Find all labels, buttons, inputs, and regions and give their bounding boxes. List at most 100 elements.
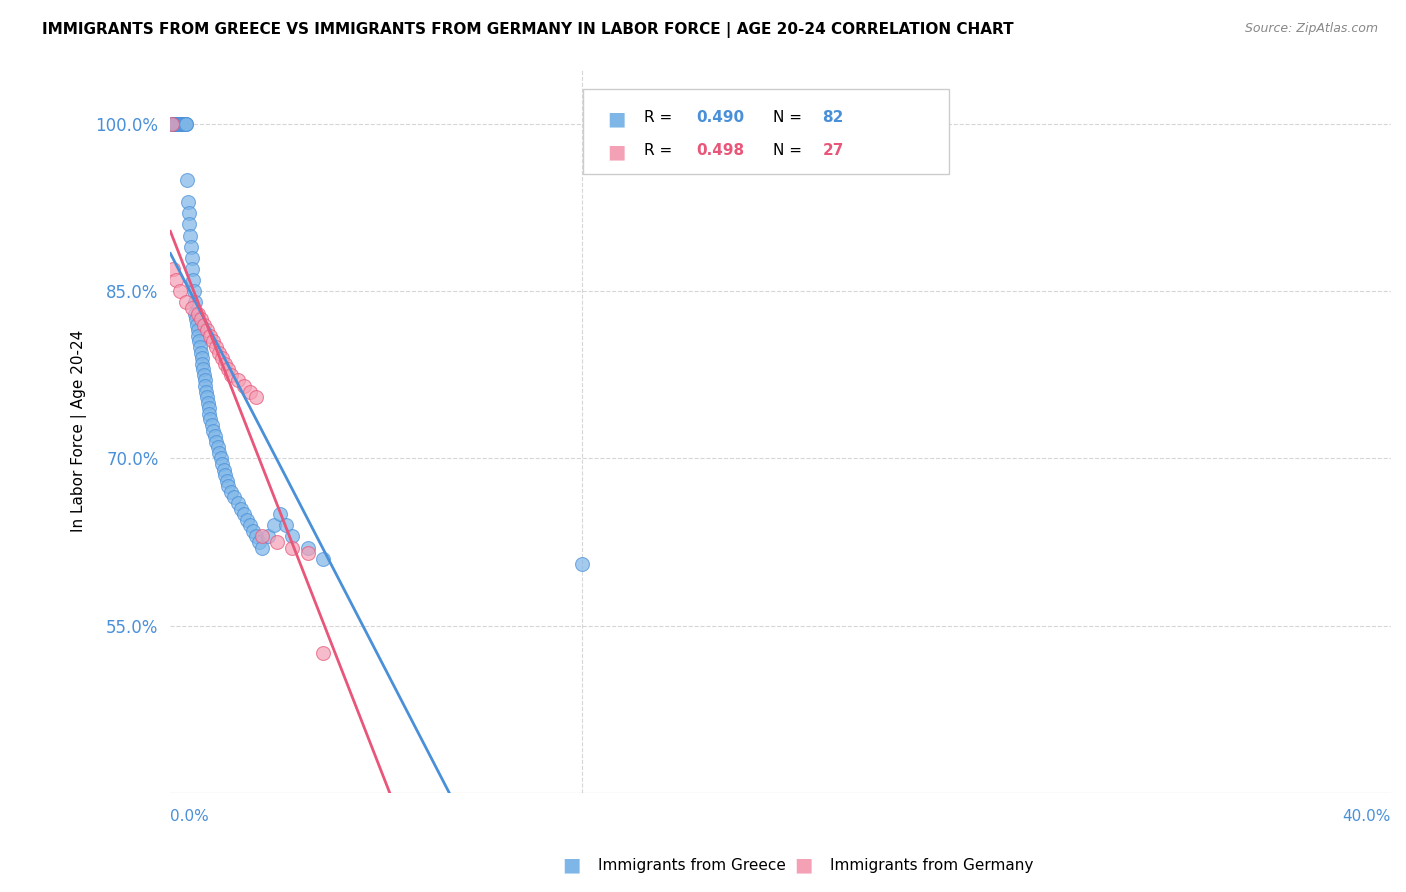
Point: [215, 474, 238, 488]
Point: [205, 340, 228, 354]
Point: [214, 468, 236, 483]
Point: [179, 228, 201, 243]
Text: R =: R =: [644, 143, 678, 158]
Point: [169, 285, 191, 299]
Point: [221, 484, 243, 499]
Point: [266, 535, 288, 549]
Point: [200, 417, 222, 432]
Point: [195, 390, 218, 404]
Point: [167, 117, 190, 131]
Text: 0.490: 0.490: [696, 110, 744, 125]
Point: [180, 301, 202, 315]
Point: [250, 529, 273, 543]
Point: [177, 206, 200, 220]
Point: [172, 117, 194, 131]
Point: [297, 541, 319, 555]
Point: [226, 374, 249, 388]
Y-axis label: In Labor Force | Age 20-24: In Labor Force | Age 20-24: [72, 329, 87, 532]
Point: [174, 117, 197, 131]
Point: [188, 334, 211, 349]
Point: [229, 501, 252, 516]
Point: [250, 541, 273, 555]
Point: [186, 318, 208, 332]
Point: [208, 446, 231, 460]
Point: [217, 362, 239, 376]
Point: [187, 323, 209, 337]
Point: [205, 434, 228, 449]
Point: [166, 273, 188, 287]
Point: [211, 457, 233, 471]
Point: [193, 368, 215, 382]
Point: [167, 117, 190, 131]
Point: [174, 117, 197, 131]
Point: [160, 117, 183, 131]
Text: 27: 27: [823, 143, 844, 158]
Point: [235, 513, 257, 527]
Text: ■: ■: [794, 855, 813, 875]
Point: [232, 507, 254, 521]
Point: [232, 379, 254, 393]
Point: [198, 407, 221, 421]
Point: [174, 295, 197, 310]
Point: [170, 117, 193, 131]
Point: [188, 340, 211, 354]
Point: [160, 117, 183, 131]
Point: [166, 117, 188, 131]
Point: [163, 117, 186, 131]
Point: [197, 395, 219, 409]
Text: R =: R =: [644, 110, 678, 125]
Point: [166, 117, 188, 131]
Point: [169, 117, 191, 131]
Point: [312, 646, 335, 660]
Text: 82: 82: [823, 110, 844, 125]
Point: [202, 424, 225, 438]
Point: [187, 307, 209, 321]
Text: ■: ■: [607, 110, 626, 128]
Text: ■: ■: [607, 143, 626, 161]
Point: [180, 251, 202, 265]
Point: [181, 262, 204, 277]
Point: [245, 390, 267, 404]
Point: [184, 295, 207, 310]
Point: [195, 323, 218, 337]
Text: Source: ZipAtlas.com: Source: ZipAtlas.com: [1244, 22, 1378, 36]
Point: [239, 384, 262, 399]
Point: [194, 379, 217, 393]
Point: [212, 462, 235, 476]
Point: [174, 117, 197, 131]
Point: [214, 357, 236, 371]
Point: [163, 117, 186, 131]
Point: [226, 496, 249, 510]
Point: [571, 558, 593, 572]
Point: [257, 529, 280, 543]
Point: [269, 507, 291, 521]
Point: [242, 524, 264, 538]
Point: [209, 451, 232, 466]
Text: N =: N =: [773, 110, 807, 125]
Point: [162, 262, 184, 277]
Point: [224, 491, 246, 505]
Point: [193, 374, 215, 388]
Point: [180, 240, 202, 254]
Point: [312, 551, 335, 566]
Point: [297, 546, 319, 560]
Point: [177, 195, 200, 210]
Point: [190, 312, 212, 326]
Text: ■: ■: [562, 855, 581, 875]
Point: [176, 173, 198, 187]
Point: [281, 529, 304, 543]
Text: Immigrants from Greece: Immigrants from Greece: [598, 858, 786, 872]
Point: [193, 318, 215, 332]
Point: [173, 117, 195, 131]
Point: [190, 351, 212, 366]
Point: [191, 357, 214, 371]
Point: [247, 535, 270, 549]
Point: [162, 117, 184, 131]
Point: [187, 329, 209, 343]
Point: [198, 412, 221, 426]
Text: 0.0%: 0.0%: [170, 809, 209, 824]
Text: 0.498: 0.498: [696, 143, 744, 158]
Point: [239, 518, 262, 533]
Point: [211, 351, 233, 366]
Text: IMMIGRANTS FROM GREECE VS IMMIGRANTS FROM GERMANY IN LABOR FORCE | AGE 20-24 COR: IMMIGRANTS FROM GREECE VS IMMIGRANTS FRO…: [42, 22, 1014, 38]
